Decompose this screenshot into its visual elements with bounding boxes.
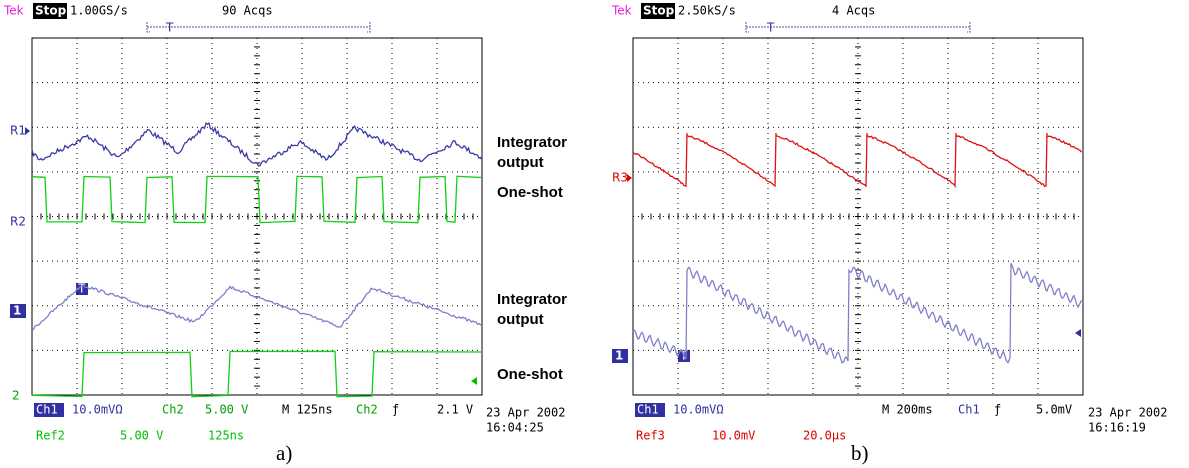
waveform — [632, 132, 1083, 189]
trigger-pos: T — [165, 21, 174, 35]
status: Stop: — [643, 4, 679, 18]
ch1-scale: 10.0mVΩ — [673, 403, 724, 417]
ref: Ref3 — [636, 429, 665, 443]
trigger-pos: T — [766, 21, 775, 35]
waveform — [632, 263, 1084, 365]
ref-time: 125ns — [208, 429, 244, 443]
trig-level: 5.0mV — [1036, 403, 1072, 417]
date: 23 Apr 2002 — [486, 406, 565, 420]
ch-marker-box — [612, 349, 628, 363]
ref-marker: R2 — [10, 215, 26, 229]
status: Stop: — [35, 4, 71, 18]
trigger-bracket — [745, 22, 971, 33]
trig-src: Ch1 — [958, 403, 980, 417]
ch-marker: 1 — [615, 349, 623, 363]
ch-marker-box — [10, 304, 26, 318]
trig-level: 2.1 V — [437, 403, 473, 417]
caption: a) — [276, 441, 292, 465]
label: One-shot — [497, 366, 563, 383]
status-box — [641, 3, 675, 19]
trigger-bracket — [146, 22, 371, 33]
clock: 16:04:25 — [486, 421, 544, 435]
marker-arrow — [25, 127, 30, 135]
ref-scale: 5.00 V — [120, 429, 163, 443]
ch1-scale: 10.0mVΩ — [72, 403, 123, 417]
acqs: 4 Acqs — [832, 4, 875, 18]
trigger-box — [76, 283, 88, 295]
ref-marker: R3 — [612, 171, 628, 185]
marker-arrow — [627, 174, 632, 182]
clock: 16:16:19 — [1088, 421, 1146, 435]
brand: Tek — [611, 4, 632, 18]
label: output — [497, 311, 544, 328]
ch1-box — [635, 403, 665, 417]
time-scale: M 125ns — [282, 403, 333, 417]
trig-slope: ƒ — [392, 403, 399, 417]
label: One-shot — [497, 184, 563, 201]
trig-slope: ƒ — [994, 403, 1001, 417]
ch2-scale: 5.00 V — [205, 403, 248, 417]
trigger-marker: T — [77, 282, 86, 296]
label: Integrator — [497, 134, 567, 151]
ch1: Ch1 — [637, 403, 659, 417]
ref-marker: R1 — [10, 124, 26, 138]
waveform — [31, 175, 483, 224]
level-arrow — [471, 377, 477, 385]
rate: 2.50kS/s — [678, 4, 736, 18]
waveform — [31, 284, 483, 331]
waveform — [31, 350, 483, 398]
time-scale: M 200ms — [882, 403, 933, 417]
label: output — [497, 154, 544, 171]
ch-marker: 1 — [13, 304, 21, 318]
ref-time: 20.0µs — [803, 429, 846, 443]
ref-scale: 10.0mV — [712, 429, 755, 443]
caption: b) — [851, 441, 869, 465]
ch-marker: 2 — [12, 389, 20, 403]
ch2: Ch2 — [162, 403, 184, 417]
date: 23 Apr 2002 — [1088, 406, 1167, 420]
waveform — [31, 121, 483, 167]
ref: Ref2 — [36, 429, 65, 443]
label: Integrator — [497, 291, 567, 308]
trig-src: Ch2 — [356, 403, 378, 417]
brand: Tek — [3, 4, 24, 18]
acqs: 90 Acqs — [222, 4, 273, 18]
level-arrow — [1075, 329, 1081, 337]
status-box — [33, 3, 67, 19]
ch1: Ch1 — [36, 403, 58, 417]
ch1-box — [34, 403, 64, 417]
rate: 1.00GS/s — [70, 4, 128, 18]
